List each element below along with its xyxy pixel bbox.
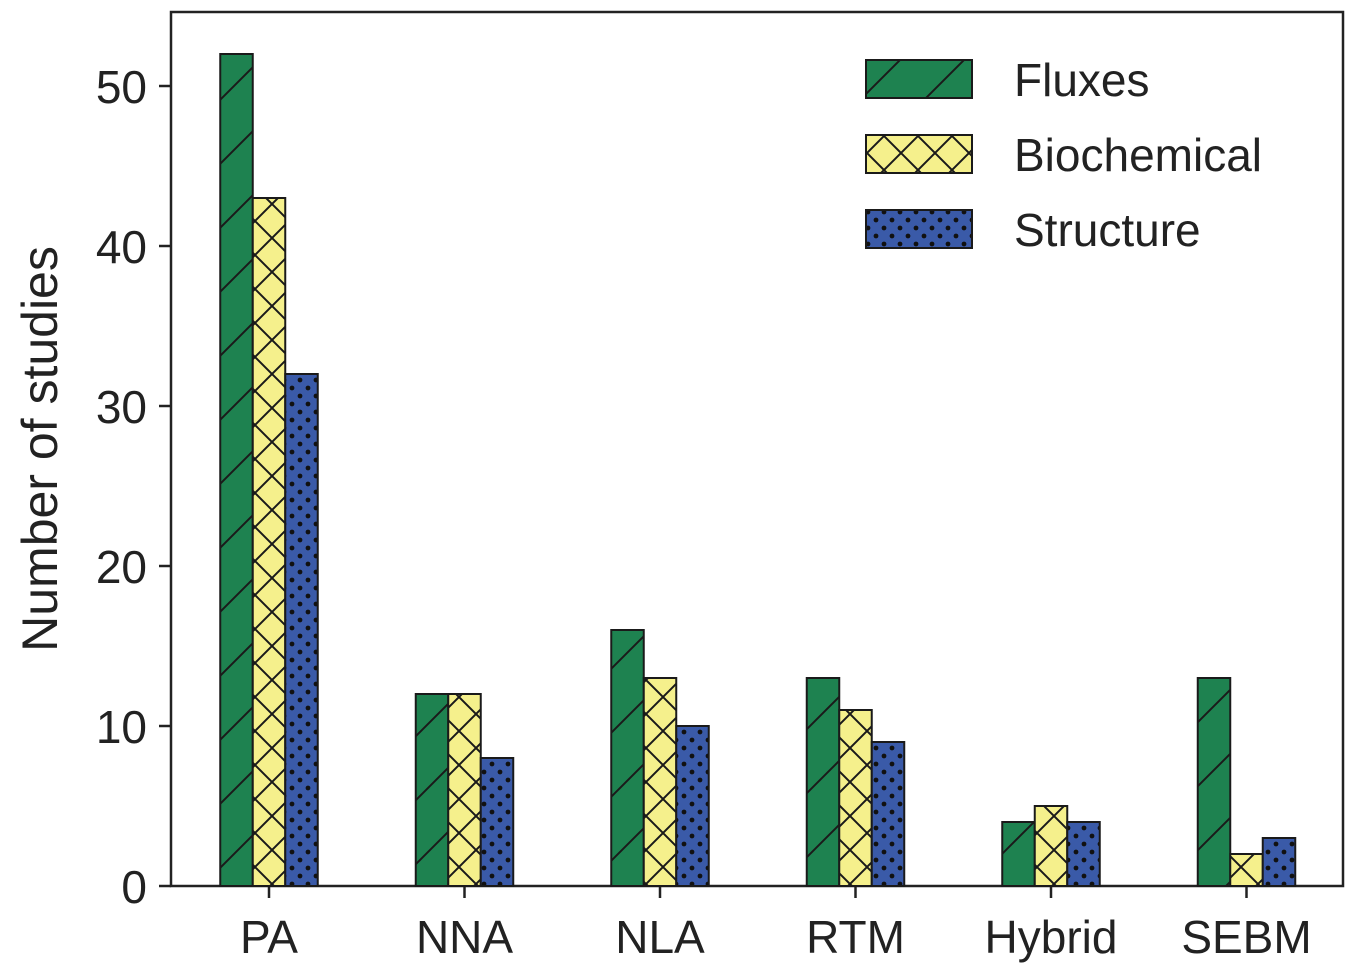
bar-biochemical-nna	[447, 693, 482, 887]
legend-label-biochemical: Biochemical	[1014, 129, 1262, 181]
y-tick-label: 20	[96, 541, 147, 593]
legend-label-structure: Structure	[1014, 204, 1201, 256]
x-axis: PA NNA NLA RTM Hybrid SEBM	[240, 886, 1312, 963]
x-tick-label: Hybrid	[985, 911, 1118, 963]
x-tick-label: NLA	[615, 911, 705, 963]
x-tick-label: NNA	[416, 911, 513, 963]
y-axis: 0 10 20 30 40 50	[96, 61, 171, 913]
y-axis-label: Number of studies	[12, 246, 68, 652]
bar-fluxes-rtm	[805, 677, 841, 887]
x-tick-label: SEBM	[1181, 911, 1311, 963]
y-tick-label: 0	[121, 861, 147, 913]
bar-biochemical-pa	[251, 197, 287, 887]
y-tick-label: 10	[96, 701, 147, 753]
bar-structure-rtm	[870, 741, 906, 887]
legend-swatch-structure	[865, 209, 973, 249]
legend-swatch-fluxes	[865, 59, 973, 99]
bar-structure-nla	[675, 725, 710, 887]
bar-fluxes-hybrid	[1001, 821, 1036, 887]
bar-fluxes-sebm	[1196, 677, 1232, 887]
legend-swatch-biochemical	[865, 134, 973, 174]
x-tick-label: RTM	[806, 911, 905, 963]
bar-structure-hybrid	[1066, 821, 1101, 887]
bar-biochemical-rtm	[838, 709, 873, 887]
bar-biochemical-nla	[642, 677, 678, 887]
legend: Fluxes Biochemical Structure	[865, 54, 1262, 256]
bar-structure-pa	[284, 373, 319, 887]
plot-frame	[169, 10, 1345, 888]
bar-biochemical-sebm	[1229, 853, 1264, 887]
bar-biochemical-hybrid	[1033, 805, 1069, 887]
bar-structure-nna	[479, 757, 515, 887]
y-tick-label: 50	[96, 61, 147, 113]
x-tick-label: PA	[240, 911, 298, 963]
legend-label-fluxes: Fluxes	[1014, 54, 1149, 106]
y-tick-label: 30	[96, 381, 147, 433]
bar-fluxes-pa	[219, 53, 254, 887]
bars	[219, 53, 1297, 887]
bar-fluxes-nla	[610, 629, 645, 887]
y-tick-label: 40	[96, 221, 147, 273]
bar-fluxes-nna	[414, 693, 450, 887]
bar-structure-sebm	[1261, 837, 1297, 887]
